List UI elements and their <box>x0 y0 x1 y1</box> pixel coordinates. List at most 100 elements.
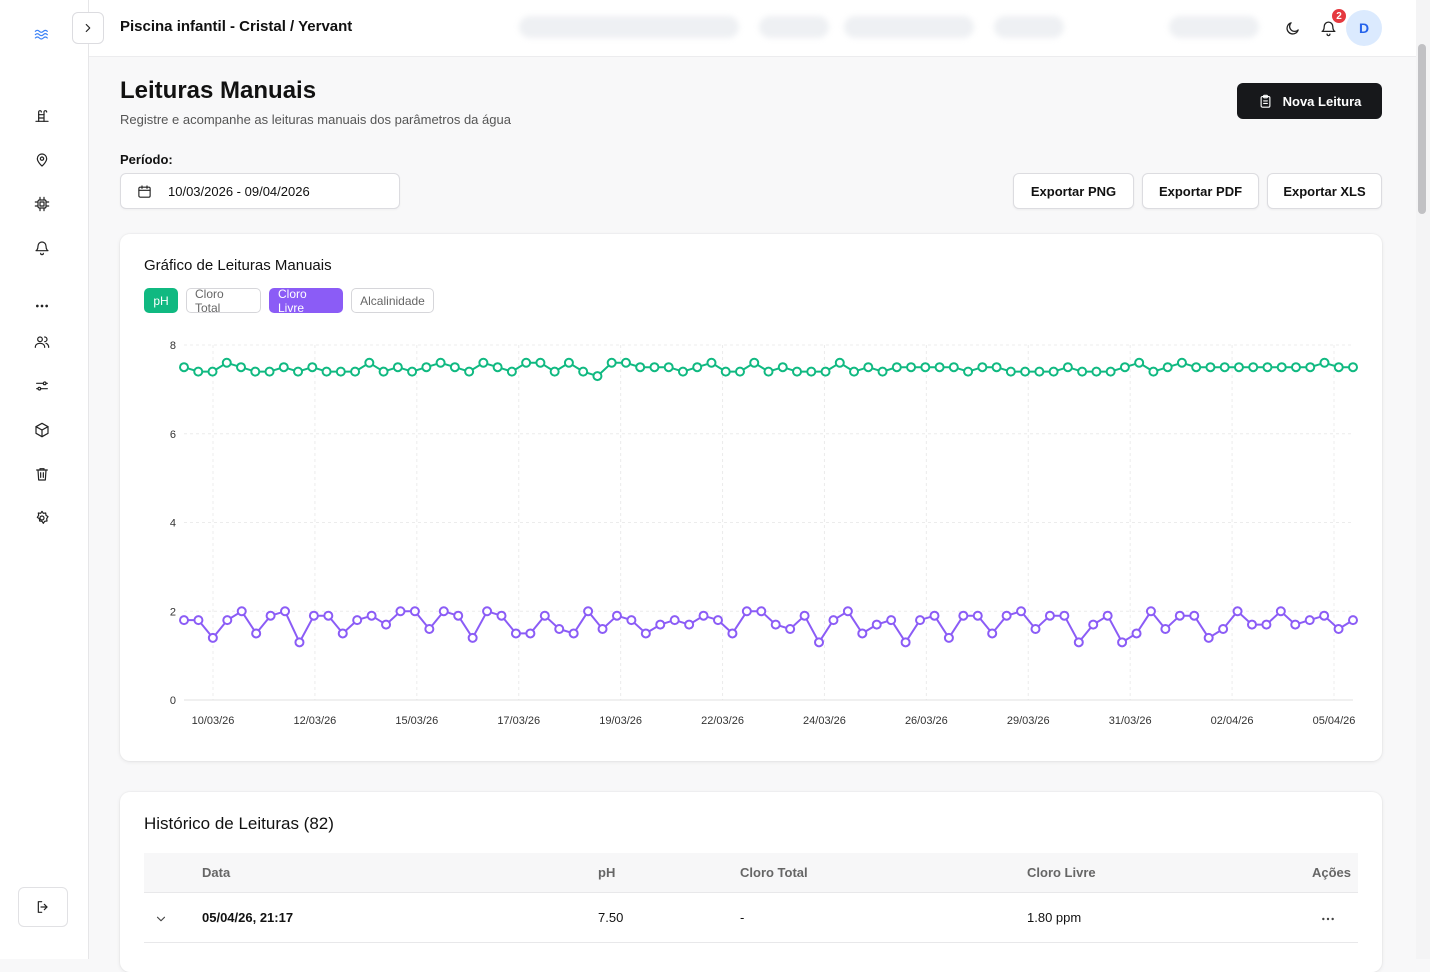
data-point <box>792 366 803 377</box>
topbar: Piscina infantil - Cristal / Yervant <box>72 0 1416 57</box>
column-header-cloro-total[interactable]: Cloro Total <box>740 865 808 880</box>
logout-icon <box>37 901 48 913</box>
data-point <box>1348 362 1358 373</box>
data-point <box>640 628 651 639</box>
more-icon[interactable] <box>30 294 54 318</box>
x-tick-label: 24/03/26 <box>803 715 846 727</box>
notification-badge: 2 <box>1331 8 1347 24</box>
chip-alcalinidade[interactable]: Alcalinidade <box>351 288 434 313</box>
data-point <box>492 362 503 373</box>
sliders-icon[interactable] <box>30 374 54 398</box>
sidebar <box>0 0 89 959</box>
data-point <box>1203 632 1214 643</box>
map-pin-icon[interactable] <box>30 148 54 172</box>
data-point <box>597 624 608 634</box>
data-point <box>1119 362 1130 373</box>
period-label: Período: <box>120 152 173 167</box>
y-tick-label: 6 <box>170 429 176 441</box>
blurred-content <box>994 16 1064 38</box>
x-tick-label: 15/03/26 <box>395 715 438 727</box>
data-point <box>920 362 931 373</box>
data-point <box>934 362 945 373</box>
data-point <box>1020 366 1031 377</box>
x-tick-label: 12/03/26 <box>293 715 336 727</box>
data-point <box>1091 366 1102 377</box>
bell-icon[interactable] <box>30 236 54 260</box>
export-xls-button[interactable]: Exportar XLS <box>1267 173 1382 209</box>
logout-button[interactable] <box>18 887 68 927</box>
data-point <box>891 362 902 373</box>
data-point <box>1275 606 1286 617</box>
data-point <box>1333 362 1344 373</box>
data-point <box>756 606 767 617</box>
waves-icon[interactable] <box>30 22 54 46</box>
notifications-bell-icon[interactable] <box>1316 16 1340 40</box>
date-range-value: 10/03/2026 - 09/04/2026 <box>168 183 310 199</box>
data-point <box>1162 362 1173 373</box>
sidebar-toggle-button[interactable] <box>72 12 104 44</box>
scrollbar-thumb[interactable] <box>1418 44 1426 214</box>
x-tick-label: 22/03/26 <box>701 715 744 727</box>
avatar[interactable]: D <box>1346 10 1382 46</box>
export-png-button[interactable]: Exportar PNG <box>1013 173 1134 209</box>
table-row[interactable]: 05/04/26, 21:17 7.50 - 1.80 ppm <box>144 894 1358 943</box>
theme-toggle-moon-icon[interactable] <box>1280 16 1304 40</box>
chip-ph[interactable]: pH <box>144 288 178 313</box>
data-point <box>1219 362 1230 373</box>
data-point <box>378 366 389 377</box>
users-icon[interactable] <box>30 330 54 354</box>
data-point <box>193 366 204 377</box>
x-tick-label: 17/03/26 <box>497 715 540 727</box>
data-point <box>1319 610 1330 621</box>
data-point <box>777 362 788 373</box>
data-point <box>207 366 218 377</box>
chart-card: Gráfico de Leituras Manuais <box>120 234 1382 761</box>
breadcrumb: Piscina infantil - Cristal / Yervant <box>120 18 353 35</box>
data-point <box>335 366 346 377</box>
y-tick-label: 0 <box>170 695 176 707</box>
data-point <box>770 619 781 630</box>
data-point <box>712 615 723 626</box>
data-point <box>521 357 532 368</box>
data-point <box>264 366 275 377</box>
data-point <box>409 606 420 617</box>
history-title: Histórico de Leituras (82) <box>144 814 334 833</box>
data-point <box>1261 619 1272 630</box>
chip-cloro-total[interactable]: Cloro Total <box>186 287 261 315</box>
package-icon[interactable] <box>30 418 54 442</box>
data-point <box>1160 624 1171 634</box>
scrollbar-track[interactable] <box>1416 0 1430 959</box>
row-actions-more-icon[interactable] <box>1320 911 1336 927</box>
export-pdf-button[interactable]: Exportar PDF <box>1142 173 1259 209</box>
data-point <box>1048 366 1059 377</box>
date-range-picker[interactable]: 10/03/2026 - 09/04/2026 <box>120 173 400 209</box>
data-point <box>1333 624 1344 634</box>
chip-cloro-livre[interactable]: Cloro Livre <box>269 287 343 315</box>
data-point <box>554 624 565 634</box>
cpu-icon[interactable] <box>30 192 54 216</box>
new-reading-button[interactable]: Nova Leitura <box>1237 83 1382 119</box>
data-point <box>321 366 332 377</box>
y-tick-label: 2 <box>170 606 176 618</box>
line-chart: 0 2 4 6 8 10/03/26 12/03/26 15/03/26 17/03/26 19/… <box>170 340 1358 727</box>
column-header-date[interactable]: Data <box>202 865 231 880</box>
data-point <box>1134 357 1145 368</box>
data-point <box>1205 362 1216 373</box>
blurred-content <box>519 16 739 38</box>
data-point <box>568 628 579 639</box>
column-header-ph[interactable]: pH <box>598 865 616 880</box>
data-point <box>948 362 959 373</box>
data-point <box>236 362 247 373</box>
chevron-down-icon[interactable] <box>154 912 168 926</box>
data-point <box>525 628 536 639</box>
pool-ladder-icon[interactable] <box>30 104 54 128</box>
data-point <box>863 362 874 373</box>
data-point <box>236 606 247 617</box>
data-point <box>1246 619 1257 630</box>
data-point <box>842 606 853 617</box>
column-header-cloro-livre[interactable]: Cloro Livre <box>1027 865 1096 880</box>
data-point <box>1290 362 1301 373</box>
trash-icon[interactable] <box>30 462 54 486</box>
data-point <box>1233 362 1244 373</box>
settings-icon[interactable] <box>30 506 54 530</box>
